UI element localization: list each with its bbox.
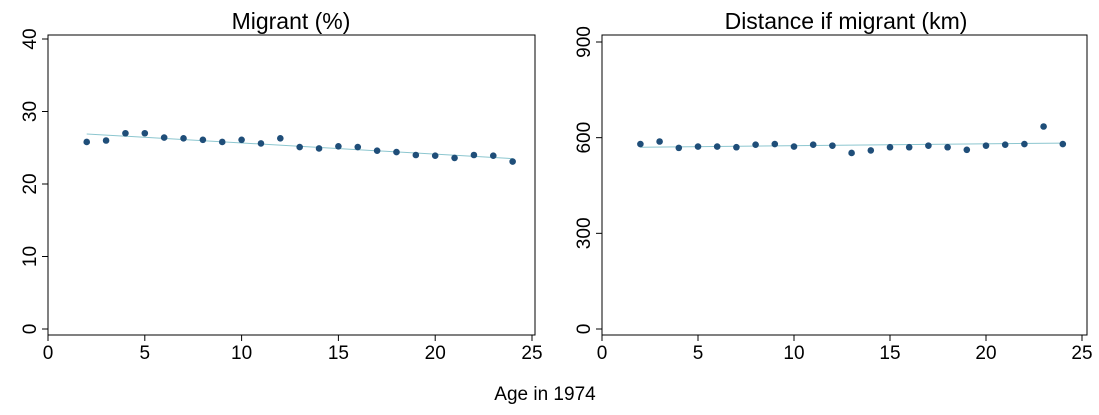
data-point — [675, 144, 683, 152]
x-tick-label: 5 — [693, 343, 704, 364]
data-point — [982, 142, 990, 149]
y-tick-label: 600 — [574, 122, 595, 154]
data-point — [733, 143, 740, 151]
data-point — [218, 138, 226, 146]
x-tick-label: 0 — [43, 343, 54, 364]
distance-if-migrant-panel: Distance if migrant (km) 0 300 600 900 0 5 10 15… — [574, 8, 1093, 364]
y-tick-label: 20 — [20, 173, 41, 194]
x-tick-label: 20 — [975, 343, 996, 364]
data-point — [694, 143, 702, 150]
shared-x-axis-title: Age in 1974 — [494, 384, 596, 405]
data-point — [809, 141, 817, 148]
data-point — [122, 129, 129, 137]
data-point — [886, 143, 894, 151]
y-tick-label: 30 — [20, 101, 41, 122]
y-tick-label: 0 — [574, 324, 595, 335]
y-tick-label: 900 — [574, 26, 595, 58]
data-point — [160, 134, 168, 141]
data-point — [656, 138, 663, 145]
x-tick-label: 25 — [1071, 343, 1092, 364]
migrant-percent-panel: Migrant (%) 0 10 20 30 40 0 5 10 15 20 25 — [20, 8, 543, 364]
x-tick-label: 25 — [521, 343, 542, 364]
data-point — [1021, 140, 1028, 148]
data-point — [905, 143, 913, 151]
panel-title: Distance if migrant (km) — [725, 8, 968, 34]
data-point — [354, 143, 362, 151]
data-point — [393, 148, 400, 156]
x-tick-label: 0 — [597, 343, 608, 364]
y-tick-label: 10 — [20, 246, 41, 267]
data-point — [925, 142, 932, 149]
data-point — [83, 138, 91, 146]
data-point — [296, 143, 303, 151]
data-point — [451, 154, 458, 162]
data-point — [335, 143, 342, 150]
x-tick-label: 10 — [783, 343, 804, 364]
x-tick-label: 20 — [425, 343, 446, 364]
data-point — [637, 140, 644, 148]
data-point — [238, 136, 245, 144]
y-tick-label: 300 — [574, 217, 595, 249]
data-point — [470, 151, 478, 159]
data-point — [102, 137, 110, 144]
data-point — [1059, 140, 1067, 148]
data-point — [867, 147, 875, 154]
x-tick-label: 15 — [328, 343, 349, 364]
data-point — [141, 129, 149, 137]
fit-line — [640, 142, 1063, 148]
y-tick-label: 0 — [20, 324, 41, 335]
data-point — [1040, 123, 1047, 130]
y-tick-label: 40 — [20, 28, 41, 49]
data-point — [713, 143, 721, 150]
data-point — [315, 145, 323, 152]
data-point — [257, 140, 265, 147]
data-point — [790, 143, 798, 150]
data-point — [944, 143, 951, 151]
data-point — [277, 135, 284, 142]
data-point — [1001, 141, 1009, 148]
data-point — [963, 146, 971, 154]
data-point — [180, 135, 187, 142]
data-point — [489, 152, 497, 160]
x-tick-label: 10 — [231, 343, 252, 364]
data-point — [771, 140, 779, 148]
data-point — [412, 151, 420, 159]
data-point — [509, 158, 516, 165]
x-tick-label: 5 — [140, 343, 151, 364]
data-point — [848, 149, 855, 157]
x-tick-label: 15 — [879, 343, 900, 364]
plot-frame — [601, 34, 1088, 336]
data-point — [373, 147, 381, 154]
data-point — [199, 136, 207, 144]
data-point — [752, 141, 759, 148]
plot-frame — [47, 34, 536, 336]
data-point — [829, 142, 836, 149]
data-point — [431, 152, 439, 160]
panel-title: Migrant (%) — [232, 8, 351, 34]
